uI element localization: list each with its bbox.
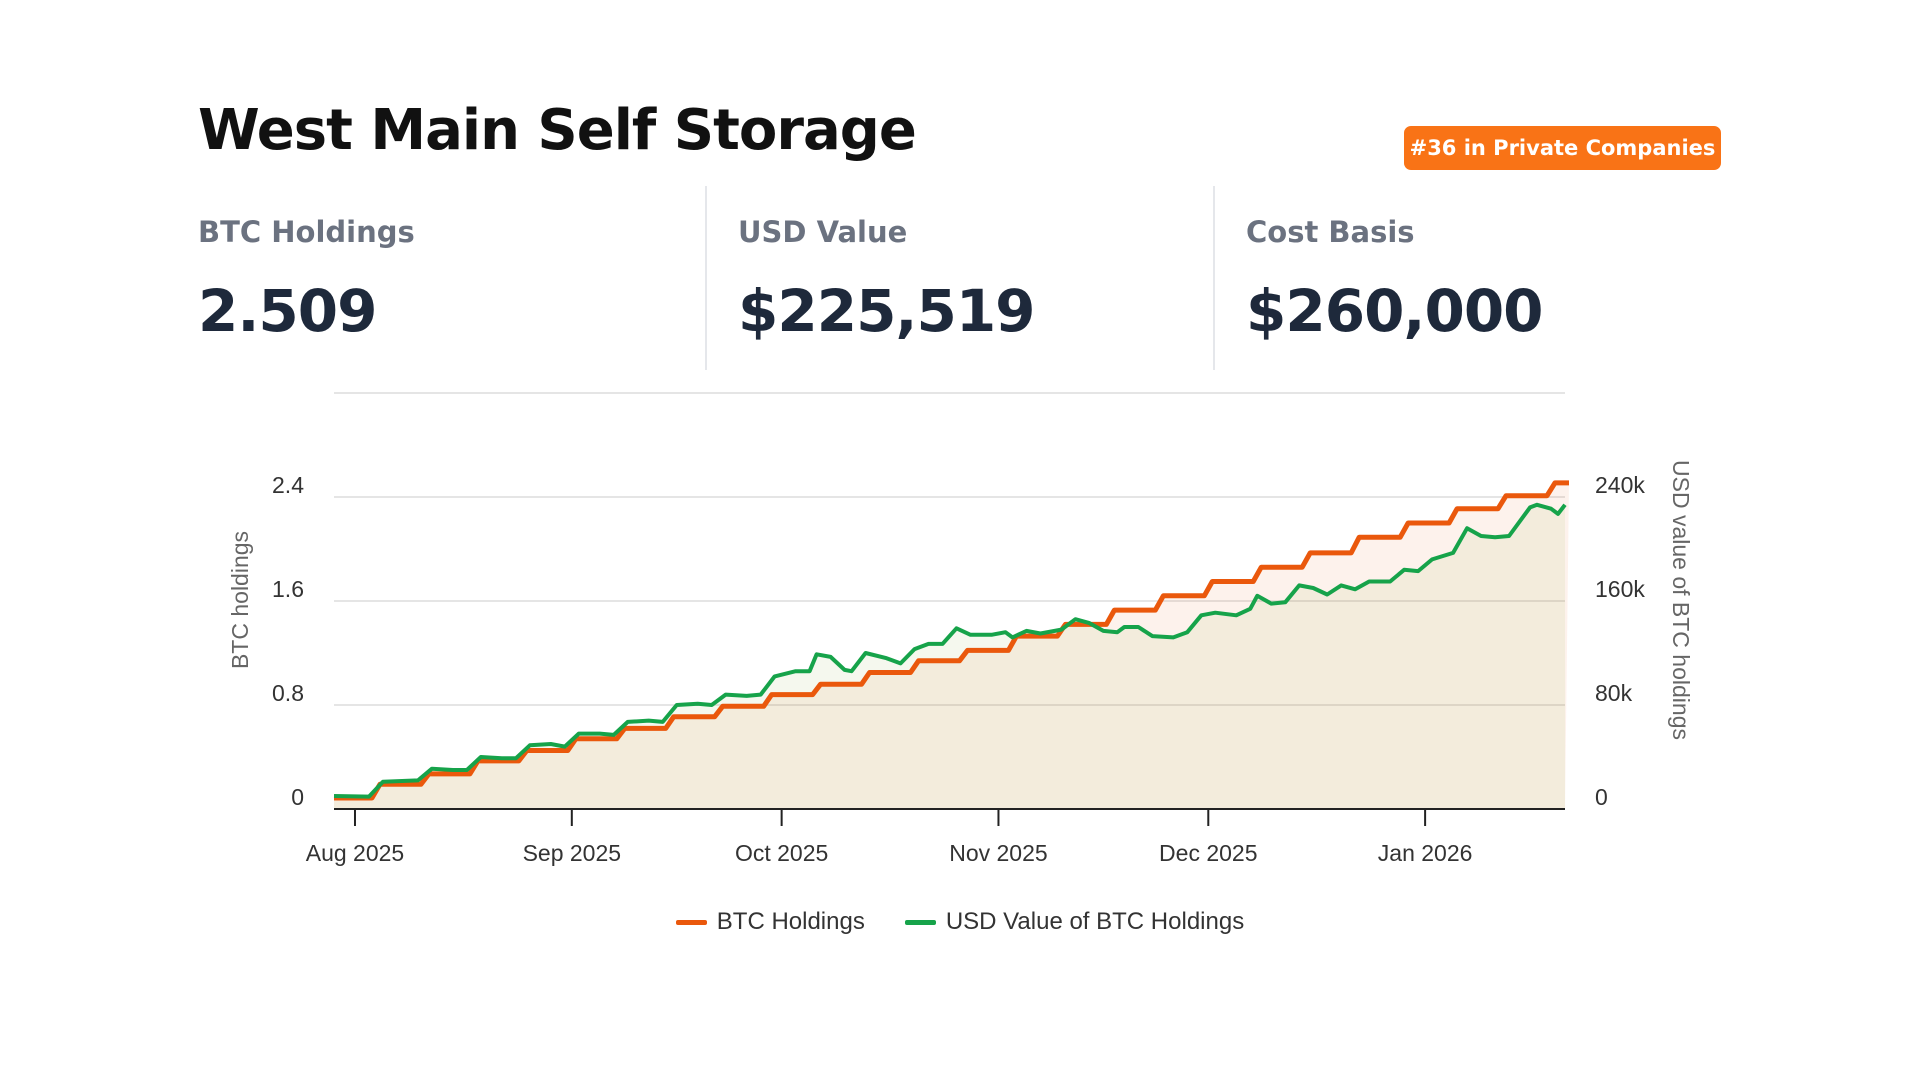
rank-badge[interactable]: #36 in Private Companies xyxy=(1404,126,1721,170)
y-left-tick-label: 0.8 xyxy=(272,680,304,706)
stat-btc-holdings: BTC Holdings 2.509 xyxy=(198,215,415,345)
x-tick-label: Dec 2025 xyxy=(1159,840,1257,866)
y-left-axis-title: BTC holdings xyxy=(227,531,253,669)
y-right-tick-label: 160k xyxy=(1595,576,1645,602)
x-tick-label: Oct 2025 xyxy=(735,840,828,866)
stat-value: 2.509 xyxy=(198,277,377,345)
y-right-axis-title: USD value of BTC holdings xyxy=(1668,460,1694,740)
y-right-tick-label: 0 xyxy=(1595,784,1608,810)
x-tick-label: Nov 2025 xyxy=(949,840,1047,866)
stat-label: BTC Holdings xyxy=(198,215,415,249)
btc-holdings-line xyxy=(334,480,1569,801)
stat-usd-value: USD Value $225,519 xyxy=(738,215,1036,345)
divider xyxy=(1213,186,1215,370)
y-right-tick-label: 240k xyxy=(1595,472,1645,498)
y-left-tick-label: 0 xyxy=(291,784,304,810)
legend-label: USD Value of BTC Holdings xyxy=(945,908,1245,935)
y-left-tick-label: 1.6 xyxy=(272,576,304,602)
stat-label: Cost Basis xyxy=(1246,215,1415,249)
page-title: West Main Self Storage xyxy=(198,98,917,163)
chart-legend: BTC Holdings USD Value of BTC Holdings xyxy=(0,908,1920,936)
stat-value: $260,000 xyxy=(1246,277,1544,345)
legend-label: BTC Holdings xyxy=(716,908,865,935)
y-right-tick-label: 80k xyxy=(1595,680,1633,706)
x-tick-label: Jan 2026 xyxy=(1378,840,1473,866)
legend-swatch-green xyxy=(904,919,936,925)
stat-label: USD Value xyxy=(738,215,908,249)
x-tick-label: Sep 2025 xyxy=(523,840,621,866)
legend-item-usd-value[interactable]: USD Value of BTC Holdings xyxy=(904,908,1245,936)
divider xyxy=(705,186,707,370)
btc-holdings-area xyxy=(334,482,1569,809)
stat-cost-basis: Cost Basis $260,000 xyxy=(1246,215,1544,345)
x-tick-label: Aug 2025 xyxy=(306,840,404,866)
usd-value-area xyxy=(334,504,1565,809)
legend-item-btc-holdings[interactable]: BTC Holdings xyxy=(675,908,865,936)
usd-value-line xyxy=(333,502,1567,799)
stat-value: $225,519 xyxy=(738,277,1036,345)
y-left-tick-label: 2.4 xyxy=(272,472,304,498)
legend-swatch-orange xyxy=(675,919,707,925)
